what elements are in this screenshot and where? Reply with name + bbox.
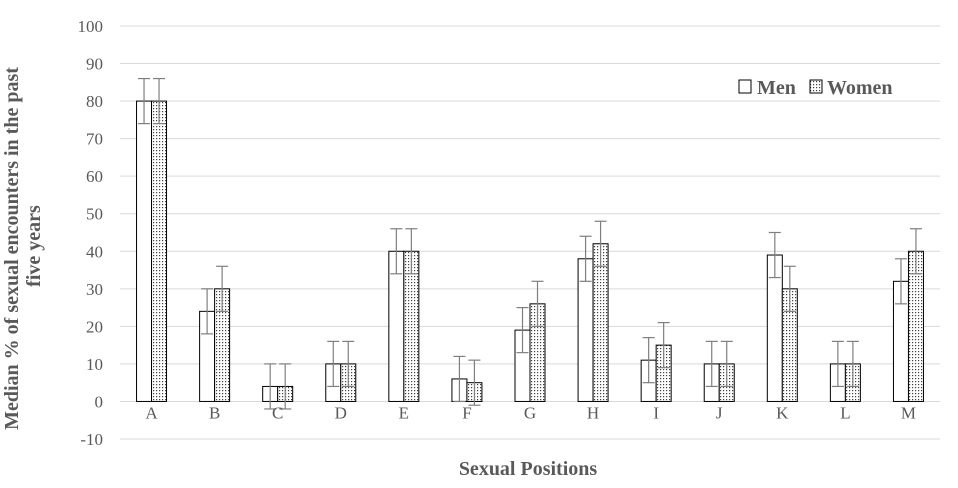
y-tick-label: 10 [86, 355, 103, 374]
legend-label-women: Women [827, 77, 893, 99]
x-tick-label: J [716, 404, 723, 423]
x-tick-label: C [272, 404, 283, 423]
y-tick-label: 0 [95, 392, 104, 411]
legend-label-men: Men [757, 77, 796, 99]
bar-men [136, 100, 153, 402]
x-tick-label: D [335, 404, 347, 423]
error-bars [138, 77, 922, 410]
y-tick-label: -10 [80, 430, 103, 449]
bar-women [151, 100, 168, 402]
legend: Men Women [738, 77, 893, 99]
y-axis-title-line-1: Median % of sexual encounters in the pas… [1, 67, 23, 430]
y-tick-label: 100 [78, 17, 104, 36]
x-tick-label: G [524, 404, 536, 423]
y-tick-label: 30 [86, 280, 103, 299]
y-tick-label: 60 [86, 167, 103, 186]
x-tick-label: F [462, 404, 471, 423]
y-tick-label: 40 [86, 242, 103, 261]
legend-swatch-men [738, 79, 752, 94]
x-tick-label: K [776, 404, 789, 423]
y-tick-labels: -10 0 10 20 30 40 50 60 70 80 90 100 [78, 17, 104, 449]
y-axis-title: Median % of sexual encounters in the pas… [1, 62, 45, 430]
x-tick-labels: A B C D E F G H I J K L M [145, 404, 916, 423]
y-tick-label: 70 [86, 130, 103, 149]
y-axis-title-line-2: five years [23, 205, 45, 287]
x-tick-label: I [653, 404, 659, 423]
x-tick-label: M [901, 404, 916, 423]
gridlines [120, 25, 940, 440]
y-tick-label: 80 [86, 92, 103, 111]
bar-women [592, 243, 609, 402]
y-tick-label: 20 [86, 317, 103, 336]
y-tick-label: 90 [86, 55, 103, 74]
x-tick-label: L [840, 404, 850, 423]
x-tick-label: E [399, 404, 409, 423]
x-tick-label: H [587, 404, 599, 423]
x-tick-label: A [145, 404, 158, 423]
x-axis-title: Sexual Positions [459, 458, 598, 480]
legend-swatch-women [809, 79, 823, 94]
y-tick-label: 50 [86, 205, 103, 224]
x-tick-label: B [209, 404, 220, 423]
